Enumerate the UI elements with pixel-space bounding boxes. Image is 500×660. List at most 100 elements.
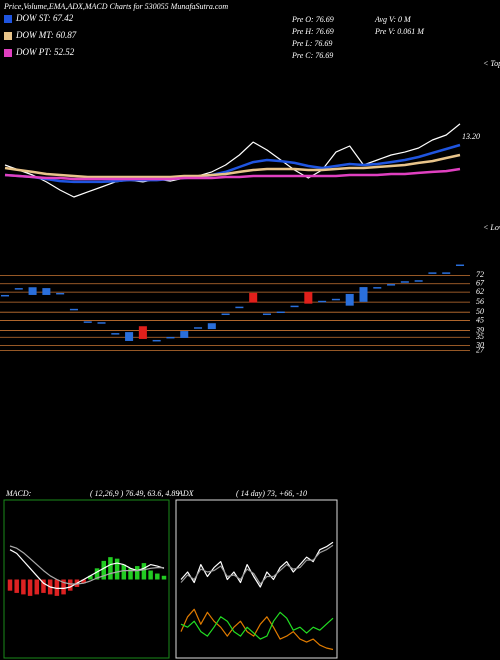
histogram-bar: [7, 579, 13, 591]
y-tick-label: 62: [476, 287, 484, 296]
histogram-bar: [41, 579, 46, 593]
y-tick-label: 39: [475, 325, 484, 334]
candle: [207, 323, 216, 330]
candle: [0, 294, 10, 297]
candle: [56, 292, 65, 295]
candle: [304, 291, 313, 304]
annotation: < Lows: [483, 223, 500, 232]
candle: [345, 293, 354, 306]
legend-label: DOW PT: 52.52: [15, 47, 75, 57]
adx-title: ADX: [177, 489, 195, 498]
candle: [359, 287, 368, 302]
macd-title: MACD:: [5, 489, 32, 498]
series-line: [9, 545, 164, 585]
annotation: Pre L: 76.69: [291, 39, 332, 48]
series-line: [4, 167, 461, 181]
candle: [428, 272, 437, 274]
histogram-bar: [101, 560, 106, 580]
annotation: < Tops: [483, 59, 500, 68]
histogram-bar: [114, 558, 120, 580]
histogram-bar: [155, 573, 160, 580]
annotation: Avg V: 0 M: [374, 15, 412, 24]
annotation: Pre H: 76.69: [291, 27, 334, 36]
candle: [221, 313, 230, 316]
candle: [152, 339, 161, 342]
candle: [276, 311, 285, 314]
candle: [138, 326, 147, 339]
y-tick-label: 45: [476, 315, 484, 324]
candle: [249, 292, 258, 303]
annotation: Pre C: 76.69: [291, 51, 333, 60]
series-line: [4, 153, 461, 179]
candle: [387, 284, 396, 286]
histogram-bar: [128, 568, 133, 580]
candle: [290, 305, 299, 308]
candle: [235, 306, 244, 309]
adx-subtitle: ( 14 day) 73, +66, -10: [236, 489, 307, 498]
histogram-bar: [134, 566, 140, 580]
adx-panel: [175, 499, 338, 659]
candle: [331, 298, 340, 301]
candle: [83, 321, 92, 323]
legend-label: DOW MT: 60.87: [15, 30, 77, 40]
candle: [69, 308, 78, 311]
candle: [97, 322, 106, 324]
candle: [180, 331, 189, 338]
candle: [111, 333, 120, 335]
histogram-bar: [61, 579, 66, 595]
histogram-bar: [27, 579, 33, 596]
candle: [42, 288, 51, 295]
histogram-bar: [68, 579, 73, 591]
histogram-bar: [88, 575, 93, 580]
candle: [318, 300, 327, 303]
series-line: [180, 544, 334, 585]
histogram-bar: [54, 579, 60, 596]
candle: [455, 264, 465, 267]
legend-label: DOW ST: 67.42: [15, 13, 74, 23]
chart-title: Price,Volume,EMA,ADX,MACD Charts for 530…: [3, 2, 228, 11]
y-tick-label: 67: [476, 279, 485, 288]
candle: [442, 272, 451, 274]
annotation: Pre O: 76.69: [291, 15, 334, 24]
histogram-bar: [21, 579, 26, 595]
y-tick-label: 35: [475, 332, 484, 341]
histogram-bar: [161, 575, 167, 580]
candle: [400, 281, 409, 283]
histogram-bar: [148, 570, 153, 580]
series-line: [180, 541, 334, 588]
y-tick-label: 30: [475, 340, 484, 349]
histogram-bar: [94, 568, 100, 580]
histogram-bar: [14, 579, 19, 593]
macd-panel: [3, 499, 170, 659]
histogram-bar: [34, 579, 40, 595]
histogram-bar: [108, 557, 113, 580]
candle: [194, 327, 203, 329]
series-line: [180, 611, 334, 640]
candle: [28, 287, 37, 295]
candle: [373, 287, 382, 289]
series-line: [4, 123, 461, 198]
histogram-bar: [121, 564, 127, 580]
candle: [166, 336, 175, 339]
legend-swatch: [4, 15, 12, 23]
series-line: [180, 608, 334, 651]
histogram-bar: [141, 563, 147, 580]
macd-subtitle: ( 12,26,9 ) 76.49, 63.6, 4.89: [90, 489, 179, 498]
candle: [125, 332, 134, 341]
candle: [414, 280, 423, 282]
histogram-bar: [81, 579, 86, 584]
candle: [14, 288, 23, 290]
legend-swatch: [4, 49, 12, 57]
y-tick-label: 56: [476, 297, 484, 306]
annotation: 13.20: [462, 132, 480, 141]
series-line: [4, 143, 461, 184]
candle: [262, 313, 271, 316]
y-tick-label: 72: [476, 270, 484, 279]
y-tick-label: 27: [476, 345, 485, 354]
annotation: Pre V: 0.061 M: [374, 27, 425, 36]
y-tick-label: 50: [476, 307, 484, 316]
legend-swatch: [4, 32, 12, 40]
